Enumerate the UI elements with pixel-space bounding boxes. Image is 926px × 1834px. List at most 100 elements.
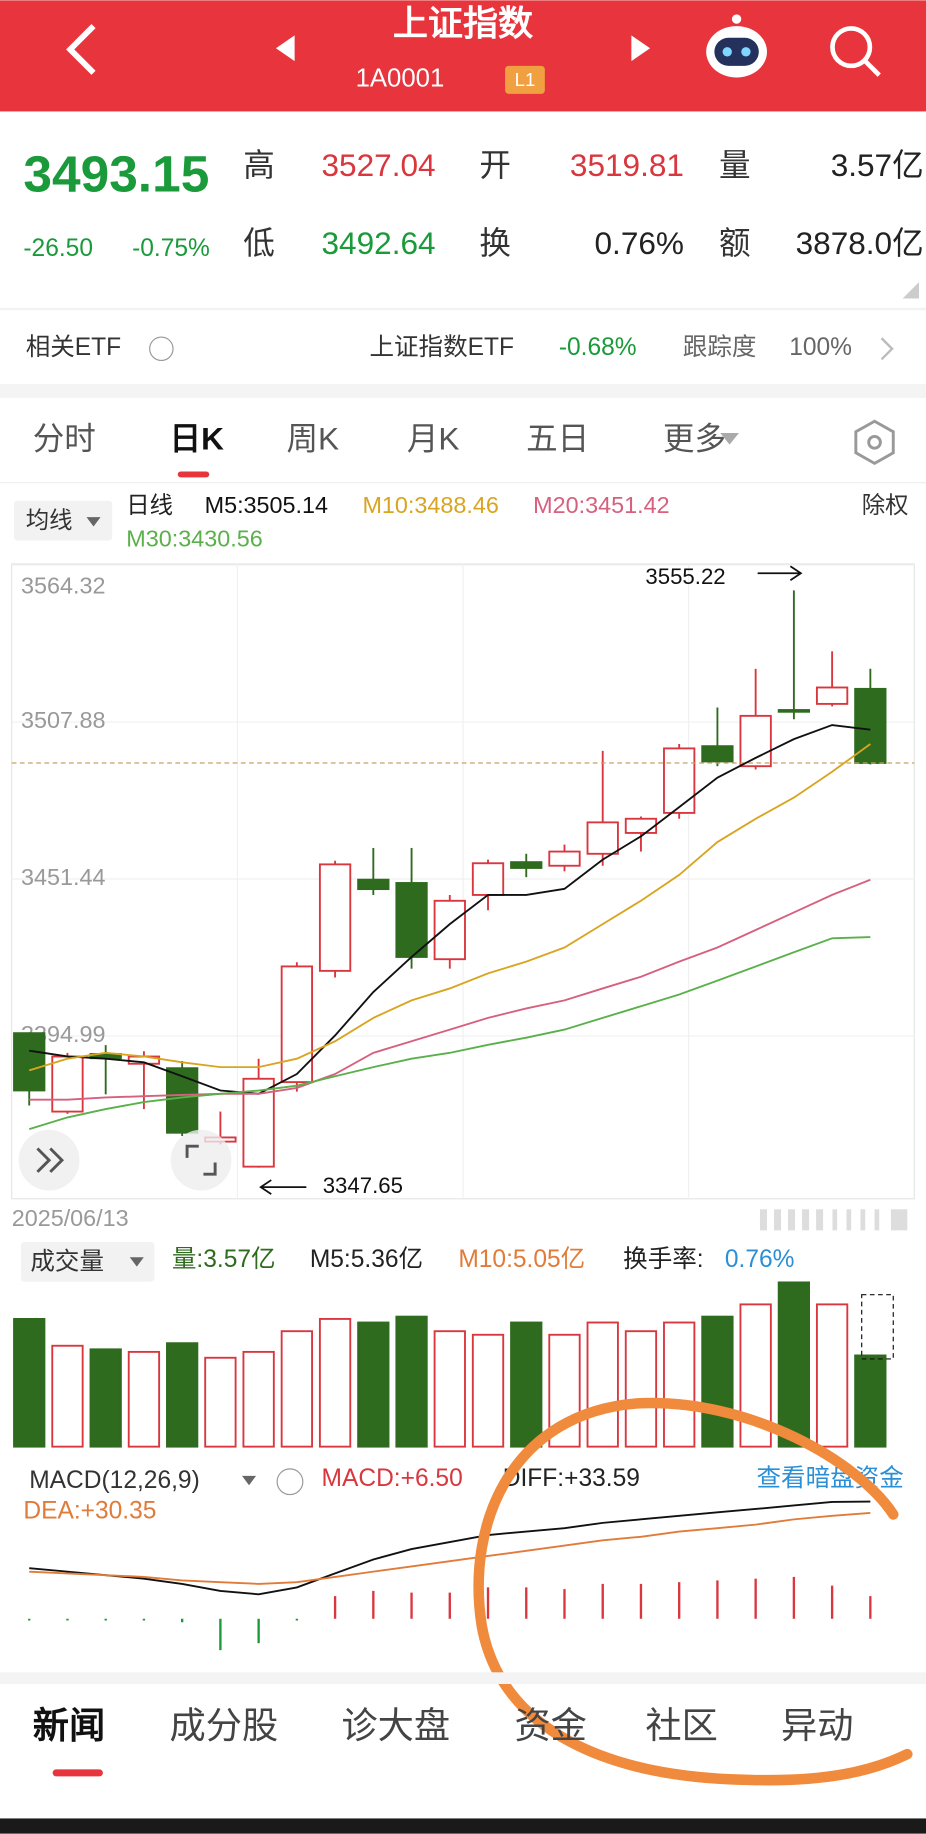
- volume-legend: M10:5.05亿: [458, 1245, 585, 1273]
- volume-bar: [89, 1348, 122, 1448]
- annotation-arrowhead: [789, 565, 803, 582]
- news-tab[interactable]: 成分股: [170, 1705, 279, 1746]
- candle-body: [624, 817, 658, 834]
- macd-line: [29, 1512, 871, 1585]
- expand-corner[interactable]: [902, 282, 919, 299]
- y-tick-label: 3507.88: [21, 707, 105, 733]
- low-annotation: 3347.65: [323, 1173, 403, 1198]
- ma-legend: M30:3430.56: [126, 526, 262, 552]
- macd-title: MACD(12,26,9): [29, 1467, 200, 1494]
- volume-bar: [471, 1333, 505, 1448]
- ma-line: [28, 936, 871, 1130]
- volume-bar: [395, 1315, 428, 1448]
- ma-legend: M20:3451.42: [533, 492, 669, 518]
- period-label: 日线: [126, 492, 173, 518]
- candle-body: [13, 1032, 46, 1092]
- quote-field-label: 低: [243, 225, 275, 261]
- header-bar: [0, 0, 926, 112]
- scroll-indicator: [759, 1209, 908, 1231]
- volume-legend: 0.76%: [725, 1246, 795, 1273]
- news-tabs: 新闻 成分股 诊大盘 资金 社区 异动: [33, 1705, 854, 1746]
- ma-selector-text: 均线: [26, 507, 73, 533]
- volume-bar: [51, 1344, 84, 1448]
- volume-bar: [166, 1342, 199, 1448]
- system-bar: [0, 1818, 926, 1834]
- volume-selector[interactable]: [21, 1242, 155, 1282]
- active-tab-underline: [177, 471, 210, 478]
- quote-field-value: 0.76%: [595, 225, 684, 261]
- info-icon[interactable]: [276, 1468, 304, 1496]
- volume-bar: [242, 1350, 275, 1448]
- volume-bar: [624, 1330, 658, 1448]
- candle-body: [510, 861, 543, 869]
- next-button[interactable]: [631, 35, 651, 62]
- ma-legend: M10:3488.46: [362, 492, 498, 518]
- candle-body: [280, 965, 313, 1084]
- vertical-grid: [236, 563, 690, 1199]
- candle-body: [471, 862, 505, 896]
- hand-drawn-circle: [473, 1397, 913, 1786]
- news-tab[interactable]: 新闻: [33, 1705, 105, 1746]
- quote-field-value: 3519.81: [570, 147, 684, 183]
- ma-line: [29, 724, 871, 1095]
- dropdown-arrow: [86, 517, 101, 527]
- volume-bar: [204, 1356, 237, 1448]
- back-button[interactable]: [66, 24, 96, 75]
- start-date: 2025/06/13: [12, 1205, 129, 1231]
- ma-line: [28, 743, 871, 1072]
- period-tab[interactable]: 五日: [526, 420, 589, 456]
- settings-icon[interactable]: [854, 419, 895, 466]
- fullscreen-button[interactable]: [170, 1129, 232, 1191]
- ma-selector[interactable]: [14, 500, 113, 541]
- quote-field-value: 3527.04: [322, 147, 436, 183]
- candle-body: [663, 747, 696, 814]
- divider: [0, 1672, 926, 1684]
- volume-bar: [433, 1330, 466, 1448]
- info-icon[interactable]: [149, 336, 174, 362]
- news-tab[interactable]: 诊大盘: [341, 1705, 450, 1746]
- quote-field-label: 高: [243, 147, 275, 183]
- volume-legend: 换手率:: [623, 1245, 703, 1273]
- volume-bar: [127, 1350, 161, 1448]
- ma-line: [29, 878, 871, 1101]
- candle-body: [318, 863, 352, 972]
- news-tab[interactable]: 资金: [514, 1705, 586, 1746]
- candle-body: [586, 821, 619, 855]
- divider: [0, 482, 926, 484]
- prev-button[interactable]: [275, 35, 295, 62]
- dark-pool-link[interactable]: 查看暗盘资金: [757, 1464, 904, 1492]
- volume-bar: [13, 1317, 46, 1448]
- page-title: 上证指数: [393, 4, 534, 43]
- tracking-label: 跟踪度: [683, 333, 757, 361]
- active-tab-underline: [52, 1769, 103, 1777]
- level-badge-text: L1: [515, 69, 536, 90]
- search-icon[interactable]: [830, 26, 881, 77]
- news-tab[interactable]: 异动: [781, 1705, 853, 1746]
- news-tab[interactable]: 社区: [645, 1705, 717, 1746]
- period-tabs: 分时 日K 周K 月K 五日 更多: [33, 420, 726, 456]
- volume-bar: [701, 1315, 734, 1448]
- divider: [0, 307, 926, 311]
- period-tab[interactable]: 日K: [170, 420, 225, 456]
- assistant-icon[interactable]: [706, 14, 767, 78]
- candle-body: [701, 745, 734, 763]
- chevron[interactable]: [880, 337, 894, 361]
- annotation-arrowhead: [259, 1179, 272, 1195]
- ma-legend: M5:3505.14: [205, 492, 328, 518]
- price-change-pct: -0.75%: [132, 235, 210, 262]
- period-tab[interactable]: 月K: [407, 420, 460, 456]
- volume-chart: 量:3.57亿 M5:5.36亿 M10:5.05亿 换手率: 0.76%: [13, 1245, 887, 1448]
- etf-change: -0.68%: [559, 334, 637, 361]
- fullscreen-icon: [185, 1144, 217, 1176]
- volume-bar: [854, 1354, 887, 1448]
- price-change: -26.50: [23, 235, 93, 262]
- y-tick-label: 3451.44: [21, 864, 105, 890]
- volume-legend: M5:5.36亿: [310, 1245, 423, 1273]
- period-tab[interactable]: 分时: [33, 420, 96, 456]
- candle-body: [51, 1055, 84, 1113]
- period-tab[interactable]: 更多: [663, 420, 726, 456]
- etf-label: 相关ETF: [26, 333, 121, 361]
- period-tab[interactable]: 周K: [286, 420, 339, 456]
- adjust-button[interactable]: 除权: [862, 492, 909, 518]
